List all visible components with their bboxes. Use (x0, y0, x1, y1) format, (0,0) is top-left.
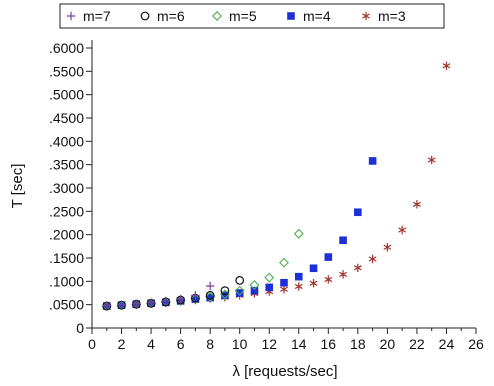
data-point (368, 254, 377, 264)
x-tick-label: 22 (409, 336, 425, 352)
y-tick-label: .2000 (49, 227, 84, 243)
data-point (353, 263, 362, 272)
x-tick-label: 18 (350, 336, 366, 352)
y-tick-label: 0 (76, 320, 84, 336)
y-tick-label: .3500 (49, 157, 84, 173)
y-axis-label: T [sec] (9, 164, 26, 209)
data-point (117, 300, 126, 309)
data-point (102, 301, 111, 310)
legend-marker (287, 12, 295, 20)
data-point (249, 280, 260, 291)
legend-label: m=4 (303, 8, 331, 24)
data-point (265, 283, 274, 292)
data-point (264, 272, 275, 283)
data-point (412, 200, 421, 209)
data-point (309, 264, 318, 273)
legend-label: m=7 (83, 8, 111, 24)
legend-box (59, 3, 445, 29)
data-point (220, 286, 230, 296)
data-point (368, 157, 377, 165)
data-point (280, 278, 288, 287)
data-point (235, 276, 245, 285)
data-point (309, 279, 318, 288)
y-tick-label: .4000 (49, 133, 84, 149)
data-point (294, 282, 303, 291)
data-point (190, 293, 201, 304)
y-tick-label: .6000 (49, 40, 84, 56)
data-point (161, 296, 171, 306)
y-tick-label: .5500 (49, 63, 84, 79)
data-point (339, 236, 347, 245)
x-tick-label: 0 (88, 336, 96, 352)
x-tick-label: 2 (118, 336, 126, 352)
data-point (205, 290, 215, 300)
legend-label: m=6 (157, 8, 185, 24)
y-tick-label: .1000 (49, 273, 84, 289)
x-tick-label: 6 (177, 336, 185, 352)
legend-marker (212, 11, 222, 21)
legend-entry: m=4 (287, 8, 331, 24)
data-point (235, 289, 244, 297)
x-axis-ticks: 0 2 4 6 8 10 12 14 16 18 20 22 24 26 (88, 328, 484, 352)
y-tick-label: .0500 (49, 297, 84, 313)
data-point (293, 228, 304, 239)
data-point (205, 281, 215, 291)
y-tick-label: .5000 (49, 87, 84, 103)
data-point (383, 243, 392, 252)
legend: m=7 m=6 m=5 m=4 m=3 (59, 3, 445, 29)
legend-entry: m=6 (140, 8, 185, 24)
data-point (339, 270, 348, 279)
y-tick-label: .4500 (49, 110, 84, 126)
x-tick-label: 12 (261, 336, 277, 352)
data-point (132, 299, 141, 308)
x-tick-label: 24 (439, 336, 455, 352)
x-tick-label: 14 (291, 336, 307, 352)
legend-marker (66, 11, 76, 21)
series-m5 (101, 228, 304, 312)
legend-entry: m=7 (66, 8, 111, 24)
x-tick-label: 10 (232, 336, 248, 352)
data-point (250, 286, 259, 295)
data-point (354, 208, 362, 217)
data-point (205, 291, 216, 302)
y-axis-ticks: 0 .0500 .1000 .1500 .2000 .2500 .3000 .3500 .400… (49, 40, 92, 336)
x-tick-label: 26 (468, 336, 484, 352)
data-point (221, 291, 229, 300)
data-points (101, 61, 451, 312)
y-tick-label: .2500 (49, 203, 84, 219)
data-point (176, 294, 185, 304)
x-tick-label: 16 (321, 336, 337, 352)
data-point (191, 291, 200, 300)
data-point (442, 61, 451, 70)
data-point (324, 253, 333, 261)
x-tick-label: 4 (147, 336, 155, 352)
series-m3 (102, 61, 451, 311)
data-point (427, 155, 436, 165)
data-point (398, 225, 407, 235)
data-point (146, 298, 156, 307)
data-point (206, 293, 214, 302)
data-point (279, 257, 289, 268)
legend-label: m=3 (378, 8, 406, 24)
data-point (324, 275, 333, 284)
y-tick-label: .3000 (49, 180, 84, 196)
legend-label: m=5 (229, 8, 257, 24)
x-tick-label: 8 (206, 336, 214, 352)
legend-marker (140, 11, 150, 21)
x-axis-label: λ [requests/sec] (232, 363, 337, 380)
data-point (294, 272, 303, 281)
legend-marker (362, 11, 370, 21)
series-m7 (102, 281, 215, 310)
y-tick-label: .1500 (49, 250, 84, 266)
legend-entry: m=5 (212, 8, 257, 24)
legend-entry: m=3 (362, 8, 406, 24)
x-tick-label: 20 (380, 336, 396, 352)
data-point (234, 285, 245, 296)
